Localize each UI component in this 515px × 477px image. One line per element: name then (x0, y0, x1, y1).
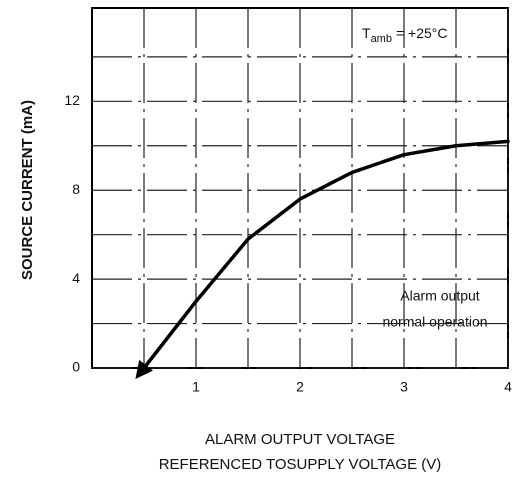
x-axis-label: ALARM OUTPUT VOLTAGE (205, 431, 395, 448)
x-axis-label: REFERENCED TOSUPPLY VOLTAGE (V) (159, 456, 442, 473)
annotation-bg (398, 286, 498, 334)
annotation-bg (356, 22, 506, 48)
curve (135, 139, 510, 380)
y-axis-label: SOURCE CURRENT (mA) (19, 100, 36, 280)
annotation: Tamb = +25°C (362, 25, 448, 45)
annotation: Alarm output (400, 288, 479, 304)
x-tick-label: 1 (192, 379, 200, 395)
x-tick-label: 4 (504, 379, 512, 395)
y-tick-label: 4 (72, 270, 80, 286)
y-tick-label: 0 (72, 359, 80, 375)
y-tick-label: 12 (64, 92, 80, 108)
annotation: amb (371, 33, 392, 45)
x-tick-label: 2 (296, 379, 304, 395)
y-tick-label: 8 (72, 181, 80, 197)
annotation: T (362, 25, 371, 41)
annotation: normal operation (382, 314, 487, 330)
x-tick-label: 3 (400, 379, 408, 395)
annotation: = +25°C (396, 25, 448, 41)
